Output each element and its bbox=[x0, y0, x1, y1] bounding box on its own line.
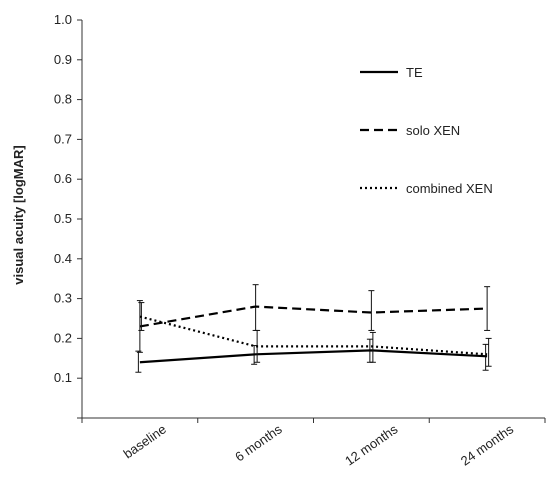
y-tick-label: 1.0 bbox=[54, 12, 72, 27]
series-line bbox=[139, 305, 488, 328]
y-tick-label: 0.7 bbox=[54, 131, 72, 146]
y-tick-label: 0.3 bbox=[54, 291, 72, 306]
x-tick-label: 12 months bbox=[342, 421, 401, 468]
series-te bbox=[135, 338, 489, 373]
y-tick-label: 0.2 bbox=[54, 330, 72, 345]
y-tick-label: 0.9 bbox=[54, 52, 72, 67]
legend: TE solo XEN combined XEN bbox=[360, 65, 493, 196]
series-combined-xen bbox=[138, 302, 492, 367]
x-tick-label: 24 months bbox=[458, 421, 517, 468]
x-tick-label: 6 months bbox=[232, 421, 285, 464]
x-ticks: baseline 6 months 12 months 24 months bbox=[81, 418, 546, 469]
series-layer bbox=[135, 284, 492, 373]
legend-label: solo XEN bbox=[406, 123, 460, 138]
y-axis-label: visual acuity [logMAR] bbox=[11, 145, 26, 284]
series-solo-xen bbox=[136, 284, 491, 353]
legend-label: combined XEN bbox=[406, 181, 493, 196]
y-tick-label: 0.6 bbox=[54, 171, 72, 186]
series-line bbox=[139, 315, 488, 356]
y-tick-label: 0.4 bbox=[54, 251, 72, 266]
y-tick-label: 0.5 bbox=[54, 211, 72, 226]
y-tick-label: 0.1 bbox=[54, 370, 72, 385]
legend-label: TE bbox=[406, 65, 423, 80]
x-tick-label: baseline bbox=[121, 421, 169, 461]
y-tick-label: 0.8 bbox=[54, 92, 72, 107]
y-ticks: 0.1 0.2 0.3 0.4 0.5 0.6 0.7 0.8 0.9 1.0 bbox=[54, 12, 82, 419]
series-line bbox=[139, 349, 488, 364]
